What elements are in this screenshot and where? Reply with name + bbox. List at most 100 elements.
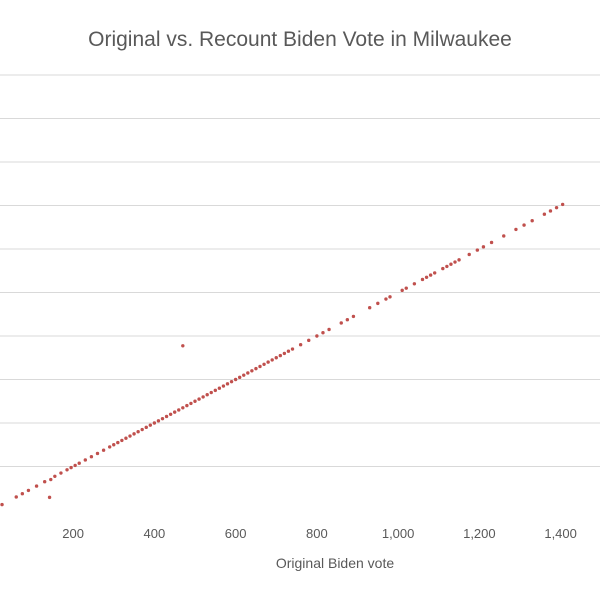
data-point-0-0 <box>0 502 4 507</box>
data-point-0-3 <box>26 488 31 493</box>
data-point-0-1 <box>14 495 18 499</box>
data-point-0-43 <box>213 388 218 393</box>
data-point-0-39 <box>197 397 201 401</box>
data-points <box>0 202 565 507</box>
data-point-0-16 <box>101 448 106 452</box>
data-point-0-37 <box>189 401 193 406</box>
data-point-0-74 <box>388 295 392 299</box>
data-point-0-31 <box>164 414 169 419</box>
data-point-0-19 <box>116 440 120 445</box>
data-point-0-4 <box>34 484 39 488</box>
data-point-0-38 <box>193 399 197 403</box>
data-point-0-23 <box>132 432 136 436</box>
data-point-0-47 <box>229 379 234 384</box>
data-point-0-41 <box>205 393 209 397</box>
data-point-0-27 <box>148 423 153 427</box>
data-point-0-2 <box>20 491 25 496</box>
data-point-0-21 <box>124 436 128 440</box>
data-point-0-60 <box>282 351 287 356</box>
data-point-0-53 <box>254 366 258 371</box>
data-point-0-79 <box>424 275 429 279</box>
data-point-0-13 <box>83 458 88 462</box>
data-point-0-84 <box>449 262 453 266</box>
data-point-0-28 <box>152 421 157 425</box>
data-point-0-88 <box>475 248 480 252</box>
data-point-0-70 <box>351 314 356 319</box>
data-point-0-85 <box>453 260 457 264</box>
data-point-0-18 <box>112 443 116 447</box>
data-point-0-101 <box>47 495 52 500</box>
data-point-0-55 <box>262 362 266 366</box>
data-point-0-25 <box>140 427 144 432</box>
data-point-0-77 <box>412 282 417 286</box>
data-point-0-45 <box>221 384 226 388</box>
x-tick-label-3: 800 <box>306 526 328 541</box>
data-point-0-35 <box>181 406 185 410</box>
data-point-0-30 <box>160 416 165 421</box>
x-tick-label-0: 200 <box>62 526 84 541</box>
data-point-0-34 <box>177 408 181 412</box>
data-point-0-24 <box>136 430 140 434</box>
data-point-0-61 <box>286 349 291 353</box>
data-point-0-95 <box>542 212 547 216</box>
data-point-0-81 <box>432 271 437 275</box>
x-tick-label-2: 600 <box>225 526 247 541</box>
data-point-0-17 <box>107 445 112 449</box>
data-point-0-97 <box>554 205 559 210</box>
data-point-0-87 <box>467 252 471 257</box>
data-point-0-59 <box>278 353 283 358</box>
data-point-0-83 <box>445 264 449 269</box>
data-point-0-86 <box>457 258 461 262</box>
data-point-0-5 <box>42 480 47 484</box>
data-point-0-44 <box>217 386 222 390</box>
gridlines <box>0 74 600 467</box>
data-point-0-72 <box>376 301 380 306</box>
data-point-0-36 <box>185 403 189 408</box>
data-point-0-68 <box>339 321 343 325</box>
data-point-0-99 <box>181 344 185 348</box>
data-point-0-62 <box>290 347 295 351</box>
x-tick-label-1: 400 <box>144 526 166 541</box>
data-point-0-98 <box>560 202 565 207</box>
data-point-0-54 <box>258 364 262 369</box>
data-point-0-92 <box>514 227 518 232</box>
data-point-0-64 <box>307 338 311 343</box>
data-point-0-58 <box>274 356 278 360</box>
x-axis-title: Original Biden vote <box>276 555 395 571</box>
data-point-0-66 <box>321 331 325 335</box>
data-point-0-91 <box>502 234 506 238</box>
data-point-0-75 <box>400 288 404 293</box>
x-tick-label-6: 1,400 <box>544 526 577 541</box>
data-point-0-11 <box>73 463 77 468</box>
x-tick-label-4: 1,000 <box>382 526 415 541</box>
data-point-0-9 <box>65 468 69 472</box>
data-point-0-90 <box>489 240 494 245</box>
x-tick-label-5: 1,200 <box>463 526 496 541</box>
data-point-0-52 <box>250 369 254 373</box>
data-point-0-76 <box>404 286 408 290</box>
data-point-0-15 <box>95 451 100 456</box>
data-point-0-73 <box>384 297 388 301</box>
data-point-0-89 <box>481 245 486 249</box>
data-point-0-42 <box>209 390 213 395</box>
data-point-0-96 <box>548 209 553 213</box>
data-point-0-94 <box>530 219 534 223</box>
data-point-0-7 <box>53 474 57 478</box>
data-point-0-63 <box>298 343 303 347</box>
data-point-0-48 <box>233 377 238 382</box>
data-point-0-51 <box>246 371 250 375</box>
data-point-0-67 <box>327 327 331 332</box>
data-point-0-40 <box>201 395 205 399</box>
data-point-0-20 <box>120 438 124 443</box>
data-point-0-65 <box>315 334 319 338</box>
data-point-0-26 <box>144 425 148 430</box>
data-point-0-50 <box>242 373 246 377</box>
data-point-0-14 <box>89 455 94 459</box>
data-point-0-78 <box>420 277 425 282</box>
chart-title: Original vs. Recount Biden Vote in Milwa… <box>88 28 512 51</box>
data-point-0-6 <box>49 477 53 482</box>
data-point-0-22 <box>128 434 132 438</box>
data-point-0-12 <box>77 461 81 465</box>
